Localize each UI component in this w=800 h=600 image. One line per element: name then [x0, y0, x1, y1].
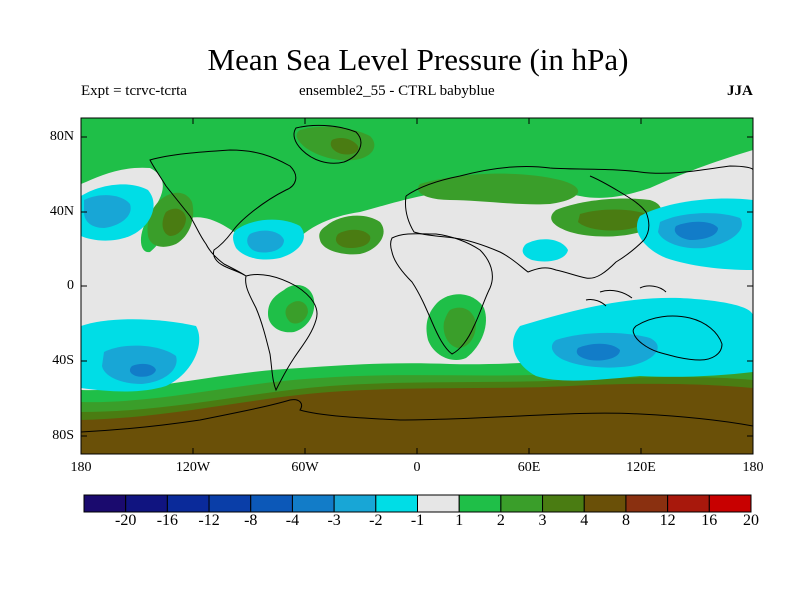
negative-blob-npacific-west-2: [84, 195, 131, 228]
positive-band-north: [81, 118, 753, 257]
lon-label-120w: 120W: [175, 460, 211, 475]
positive-lobe-asia: [418, 173, 579, 205]
colorbar-label: 16: [701, 512, 718, 529]
lon-label-60e: 60E: [517, 460, 541, 475]
colorbar-box: [125, 494, 168, 513]
lon-label-0: 0: [413, 460, 421, 475]
colorbar-box: [250, 494, 293, 513]
colorbar-label: -12: [198, 512, 220, 529]
positive-blob-atlantic-2: [335, 229, 371, 248]
colorbar-box: [83, 494, 127, 513]
ensemble-label: ensemble2_55 - CTRL babyblue: [299, 83, 495, 99]
positive-blob-sa-2: [285, 301, 308, 324]
negative-blob-indian-ocean-3: [576, 343, 620, 361]
colorbar-box: [417, 494, 460, 513]
lon-label-120e: 120E: [626, 460, 656, 475]
colorbar-label: -16: [156, 512, 179, 529]
colorbar-label: 12: [659, 512, 676, 529]
lon-label-60w: 60W: [291, 460, 319, 475]
colorbar-box: [583, 494, 627, 513]
coastline-south-america: [245, 273, 318, 392]
colorbar-box: [667, 494, 710, 513]
axis-ticks: [81, 118, 753, 454]
positive-band-north-3: [330, 138, 359, 155]
positive-blob-na-2: [162, 208, 186, 236]
colorbar-label: -20: [115, 512, 137, 529]
negative-blob-npacific-east-3: [674, 221, 718, 240]
coastline-north-america: [149, 149, 297, 277]
colorbar-label: 1: [455, 512, 464, 529]
colorbar-box: [208, 494, 252, 513]
colorbar-label: 4: [580, 512, 589, 529]
lat-label-80n: 80N: [49, 129, 74, 144]
lat-label-40s: 40S: [52, 353, 74, 368]
lat-label-40n: 40N: [49, 204, 74, 219]
lon-label-180w: 180: [70, 460, 92, 475]
lat-label-equator: 0: [67, 278, 74, 293]
chart-title: Mean Sea Level Pressure (in hPa): [207, 42, 629, 77]
colorbar-box: [166, 494, 210, 513]
negative-blob-arabia: [522, 239, 568, 262]
coastline-africa: [390, 233, 493, 355]
colorbar-box: [333, 494, 377, 513]
lat-label-80s: 80S: [52, 428, 74, 443]
colorbar-box: [625, 494, 669, 513]
coastline-greenland: [293, 124, 362, 164]
negative-blob-caribbean-2: [247, 230, 284, 253]
colorbar-box: [500, 494, 544, 513]
coastline-antarctica: [81, 399, 753, 433]
colorbar-label: -2: [369, 512, 383, 529]
colorbar-label: -3: [327, 512, 341, 529]
colorbar-label: -4: [285, 512, 300, 529]
colorbar-label: 2: [496, 512, 505, 529]
colorbar-label: 20: [743, 512, 759, 529]
colorbar-label: -8: [244, 512, 258, 529]
coastline-indonesia: [585, 285, 667, 307]
colorbar-label: 3: [538, 512, 547, 529]
positive-lobe-pacific-2: [578, 209, 648, 231]
colorbar-box: [291, 494, 335, 513]
colorbar-box: [375, 494, 418, 513]
coastlines: [81, 124, 753, 433]
colorbar-box: [708, 494, 752, 513]
positive-band-south-8: [81, 383, 753, 454]
colorbar-label: -1: [410, 512, 425, 529]
coastline-eurasia: [405, 165, 753, 279]
lon-label-180e: 180: [742, 460, 764, 475]
colorbar-box: [458, 494, 502, 513]
colorbar-box: [542, 494, 585, 513]
experiment-label: Expt = tcrvc-tcrta: [81, 83, 187, 99]
colorbar-label: 8: [621, 512, 630, 529]
coastline-australia: [632, 315, 723, 361]
negative-blob-south-pacific-3: [129, 363, 156, 377]
season-label: JJA: [727, 83, 753, 99]
